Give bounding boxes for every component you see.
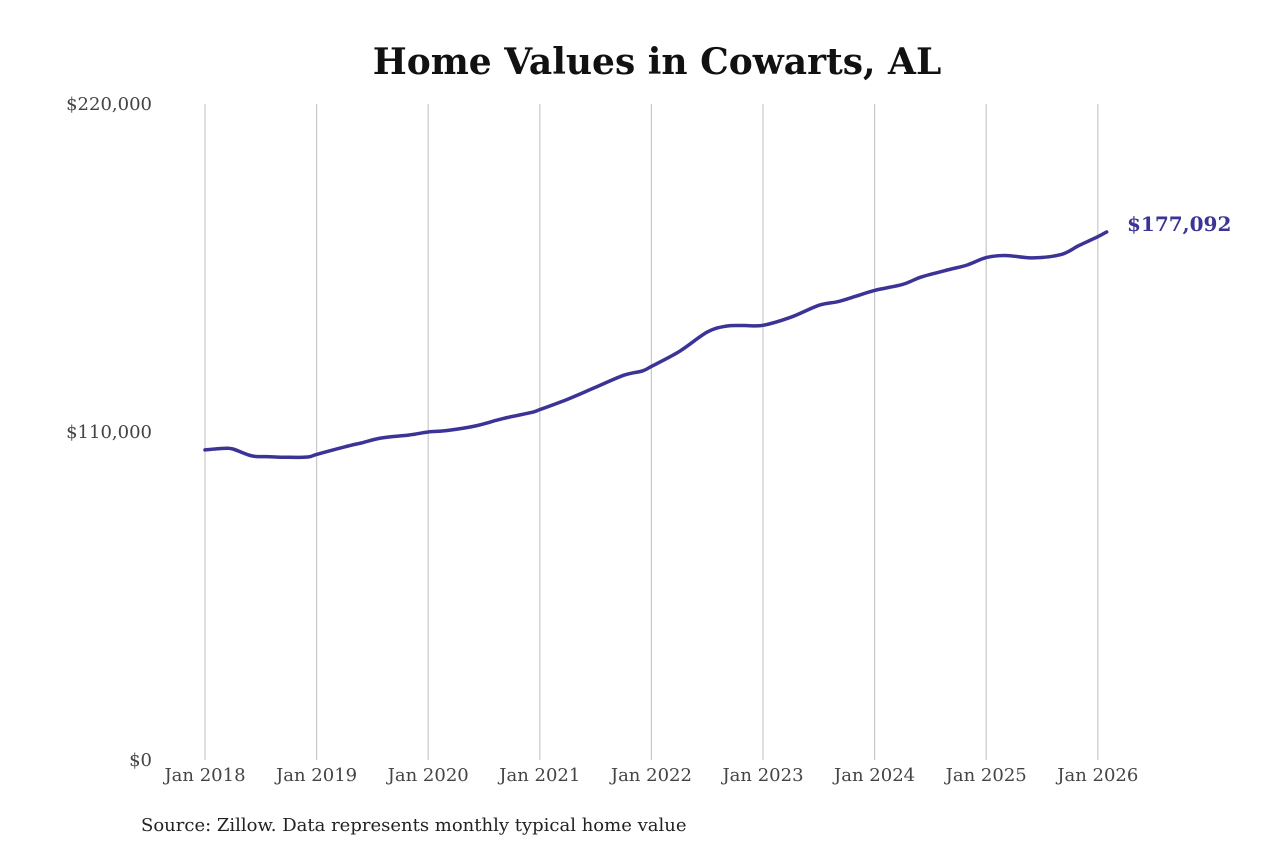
y-tick-label: $0	[129, 750, 152, 771]
series-group: $177,092	[203, 212, 1231, 460]
x-tick-label: Jan 2025	[944, 765, 1027, 786]
x-tick-label: Jan 2022	[609, 765, 692, 786]
chart-title: Home Values in Cowarts, AL	[373, 41, 942, 83]
series-line	[203, 230, 1109, 460]
x-tick-label: Jan 2020	[386, 765, 469, 786]
x-tick-label: Jan 2024	[832, 765, 915, 786]
y-axis-ticks: $0 $110,000 $220,000	[66, 94, 152, 771]
x-tick-label: Jan 2021	[497, 765, 580, 786]
end-value-label: $177,092	[1127, 212, 1231, 236]
x-tick-label: Jan 2026	[1055, 765, 1138, 786]
x-axis-ticks: Jan 2018 Jan 2019 Jan 2020 Jan 2021 Jan 2022…	[162, 765, 1138, 786]
x-tick-label: Jan 2019	[274, 765, 357, 786]
x-tick-label: Jan 2023	[720, 765, 803, 786]
x-tick-label: Jan 2018	[162, 765, 245, 786]
gridlines	[204, 104, 1099, 760]
y-tick-label: $110,000	[66, 422, 152, 443]
y-tick-label: $220,000	[66, 94, 152, 115]
source-note: Source: Zillow. Data represents monthly …	[141, 815, 687, 836]
